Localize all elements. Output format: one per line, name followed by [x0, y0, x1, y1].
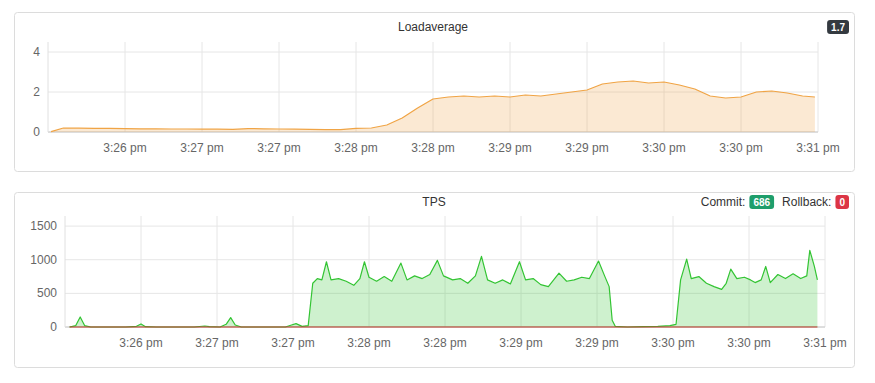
badge-bg	[835, 195, 849, 209]
x-tick-label: 3:28 pm	[423, 336, 466, 350]
chart-title: TPS	[422, 195, 445, 209]
x-tick-label: 3:27 pm	[195, 336, 238, 350]
grid-line	[65, 259, 825, 260]
grid-line	[825, 216, 826, 327]
badge-bg	[827, 20, 849, 34]
y-tick-label: 1000	[30, 253, 57, 267]
grid-line	[356, 42, 357, 132]
grid-line	[217, 216, 218, 327]
legend-label: Rollback:	[782, 195, 831, 209]
grid-line	[125, 42, 126, 132]
chart-panel: Loadaverage 1.7 3:26 pm 3:27 pm 3:27 pm 3:28 …	[15, 13, 855, 172]
badge: 0	[835, 195, 849, 209]
data-group	[51, 81, 815, 132]
x-tick-label: 3:29 pm	[575, 336, 618, 350]
y-axis-line	[48, 42, 49, 132]
x-tick-label: 3:28 pm	[411, 141, 454, 155]
x-tick-label: 3:29 pm	[499, 336, 542, 350]
x-axis-line	[65, 327, 825, 328]
area-fill	[70, 250, 818, 327]
badge-bg	[749, 195, 774, 209]
series-line	[70, 250, 818, 327]
badge: 1.7	[827, 20, 849, 34]
x-tick-label: 3:26 pm	[103, 141, 146, 155]
x-tick-label: 3:30 pm	[719, 141, 762, 155]
y-axis-line	[65, 216, 66, 327]
grid-line	[818, 42, 819, 132]
legend-label: Commit:	[701, 195, 746, 209]
grid-line	[65, 226, 825, 227]
x-tick-label: 3:30 pm	[642, 141, 685, 155]
x-tick-label: 3:26 pm	[119, 336, 162, 350]
badge-text: 686	[753, 197, 770, 208]
y-tick-label: 0	[33, 125, 40, 139]
series-line	[51, 81, 815, 132]
panel-border	[15, 193, 855, 368]
series-line	[70, 326, 818, 327]
x-tick-label: 3:30 pm	[651, 336, 694, 350]
x-tick-label: 3:27 pm	[271, 336, 314, 350]
area-fill	[51, 81, 815, 132]
badge: 686	[749, 195, 774, 209]
y-tick-label: 1500	[30, 219, 57, 233]
grid-line	[48, 52, 818, 53]
panel-border	[15, 13, 855, 172]
x-tick-label: 3:29 pm	[488, 141, 531, 155]
y-tick-label: 0	[50, 320, 57, 334]
x-tick-label: 3:31 pm	[796, 141, 839, 155]
x-tick-label: 3:29 pm	[565, 141, 608, 155]
chart-panel: TPS 0 Rollback: 686 Commit: 3:26 pm 3:27 pm 3:2…	[15, 193, 855, 368]
grid-line	[65, 327, 825, 328]
grid-line	[202, 42, 203, 132]
grid-line	[279, 42, 280, 132]
grid-line	[673, 216, 674, 327]
x-tick-label: 3:31 pm	[803, 336, 846, 350]
y-tick-label: 500	[37, 286, 57, 300]
badge-text: 1.7	[831, 22, 845, 33]
x-tick-label: 3:27 pm	[257, 141, 300, 155]
grid-line	[141, 216, 142, 327]
x-tick-label: 3:30 pm	[727, 336, 770, 350]
x-tick-label: 3:27 pm	[180, 141, 223, 155]
x-tick-label: 3:28 pm	[334, 141, 377, 155]
chart-title: Loadaverage	[398, 20, 468, 34]
y-tick-label: 4	[33, 45, 40, 59]
data-group	[70, 250, 818, 327]
grid-line	[293, 216, 294, 327]
y-tick-label: 2	[33, 85, 40, 99]
dashboard: Loadaverage 1.7 3:26 pm 3:27 pm 3:27 pm 3:28 …	[0, 0, 875, 383]
badge-text: 0	[839, 197, 845, 208]
x-tick-label: 3:28 pm	[347, 336, 390, 350]
